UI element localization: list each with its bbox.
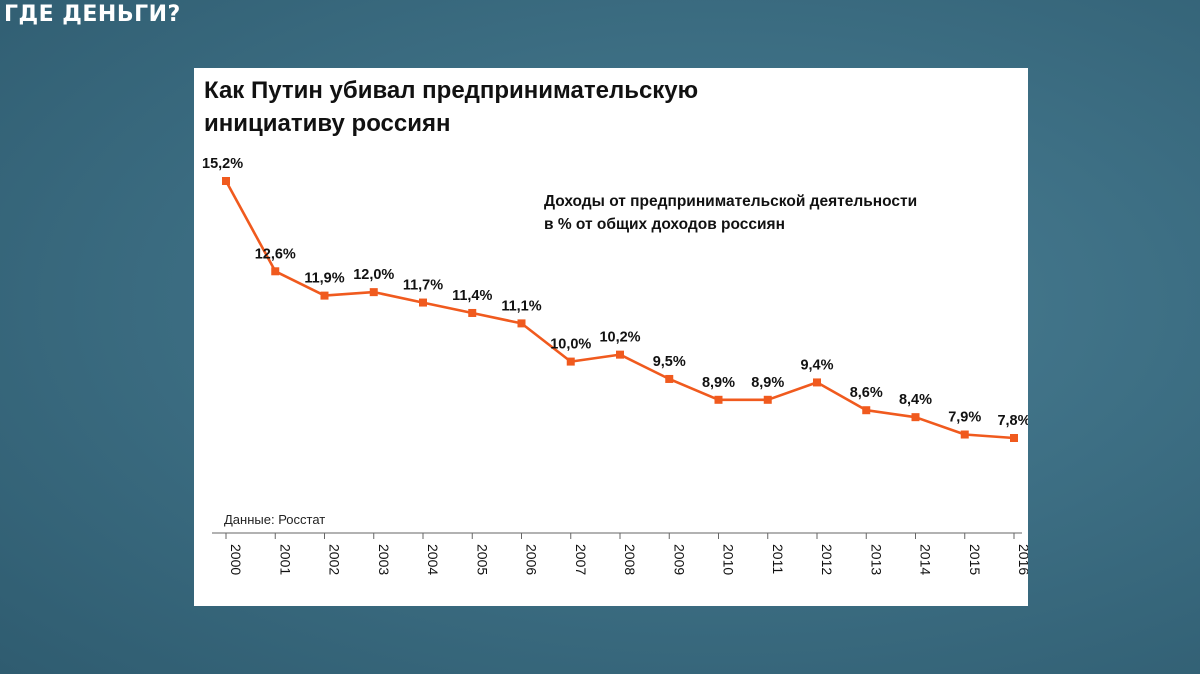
x-tick-label: 2008 xyxy=(622,544,638,575)
data-label: 11,9% xyxy=(304,271,344,287)
slide-title: ГДЕ ДЕНЬГИ? xyxy=(4,2,181,27)
data-point xyxy=(665,374,674,383)
chart-title-line-2: инициативу россиян xyxy=(204,110,451,137)
x-tick-label: 2002 xyxy=(327,544,343,575)
x-tick-label: 2012 xyxy=(819,544,835,575)
x-tick-label: 2004 xyxy=(425,544,441,575)
data-point xyxy=(960,430,969,439)
x-tick-label: 2006 xyxy=(524,544,540,575)
data-point xyxy=(369,288,378,297)
data-label: 15,2% xyxy=(202,156,243,172)
chart-card: Как Путин убивал предпринимательскую ини… xyxy=(194,68,1028,606)
data-label: 9,5% xyxy=(653,354,686,370)
data-label: 12,0% xyxy=(353,267,394,283)
data-label: 8,9% xyxy=(702,375,735,391)
chart-subtitle-line-2: в % от общих доходов россиян xyxy=(544,216,785,233)
data-point xyxy=(763,395,772,404)
data-label: 7,8% xyxy=(997,413,1028,429)
x-tick-label: 2010 xyxy=(721,544,737,575)
data-point xyxy=(419,298,427,307)
data-point xyxy=(714,395,723,404)
data-label: 11,7% xyxy=(403,278,443,294)
x-tick-label: 2013 xyxy=(868,544,884,575)
chart-subtitle-line-1: Доходы от предпринимательской деятельнос… xyxy=(544,193,917,210)
x-tick-label: 2001 xyxy=(277,544,293,575)
data-point xyxy=(468,308,477,317)
data-label: 8,4% xyxy=(899,392,932,408)
data-label: 11,4% xyxy=(452,288,492,304)
x-tick-label: 2005 xyxy=(474,544,490,575)
data-label: 11,1% xyxy=(501,298,541,314)
data-point xyxy=(911,413,920,422)
data-point xyxy=(1010,434,1018,442)
data-point xyxy=(566,357,575,366)
data-point xyxy=(271,267,280,276)
x-tick-label: 2007 xyxy=(573,544,589,575)
data-point xyxy=(320,291,329,300)
x-tick-label: 2009 xyxy=(671,544,687,575)
x-tick-label: 2016 xyxy=(1016,544,1028,575)
data-label: 10,2% xyxy=(599,330,640,346)
data-point xyxy=(813,378,821,387)
data-label: 8,9% xyxy=(751,375,784,391)
data-label: 10,0% xyxy=(550,337,591,353)
data-point xyxy=(222,177,230,185)
chart-title-line-1: Как Путин убивал предпринимательскую xyxy=(204,77,698,104)
x-tick-label: 2015 xyxy=(967,544,983,575)
data-label: 12,6% xyxy=(255,246,296,262)
x-tick-label: 2014 xyxy=(918,544,934,575)
line-chart: Как Путин убивал предпринимательскую ини… xyxy=(202,77,1028,575)
data-label: 9,4% xyxy=(800,357,833,373)
data-point xyxy=(517,319,526,328)
data-label: 8,6% xyxy=(850,385,883,401)
data-point xyxy=(616,350,624,359)
x-tick-label: 2011 xyxy=(770,544,786,574)
x-tick-label: 2000 xyxy=(228,544,244,575)
chart-source: Данные: Росстат xyxy=(224,512,325,527)
x-tick-label: 2003 xyxy=(376,544,392,575)
data-label: 7,9% xyxy=(948,410,981,426)
data-point xyxy=(862,406,871,415)
